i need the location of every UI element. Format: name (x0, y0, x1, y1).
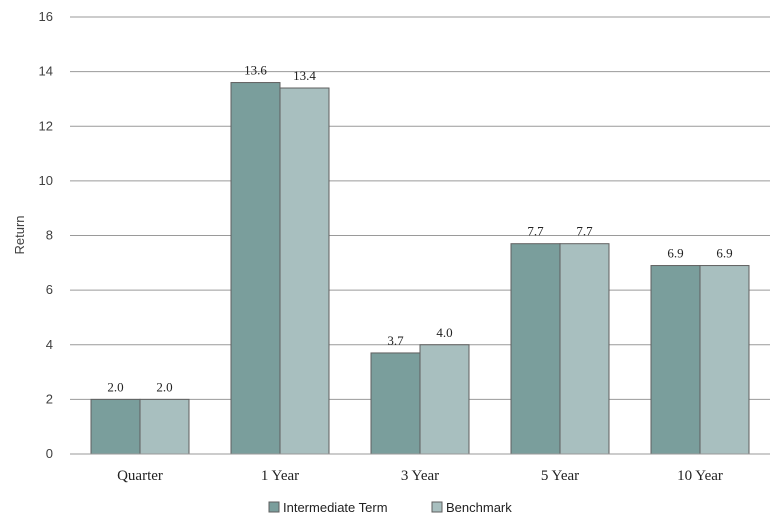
bar-intermediate-term (370, 352, 421, 455)
legend: Intermediate Term Benchmark (268, 500, 512, 515)
gridlines (70, 16, 770, 400)
bar-intermediate-term (510, 243, 561, 455)
y-tick-label: 4 (46, 337, 53, 352)
x-category-label: 3 Year (401, 468, 439, 484)
legend-swatch-intermediate-term (268, 501, 280, 513)
legend-label: Intermediate Term (283, 500, 388, 515)
y-tick-label: 10 (39, 173, 53, 188)
bar-benchmark (699, 265, 750, 455)
data-label: 13.4 (293, 68, 316, 83)
data-label: 3.7 (387, 333, 404, 348)
data-label: 4.0 (436, 325, 452, 340)
data-labels: 2.0 2.0 13.6 13.4 3.7 4.0 7.7 7.7 6.9 6.9 (107, 63, 732, 395)
data-label: 13.6 (244, 63, 267, 78)
bar-intermediate-term (230, 82, 281, 455)
y-tick-label: 14 (39, 64, 53, 79)
x-category-label: 5 Year (541, 468, 579, 484)
x-axis-category-labels: Quarter 1 Year 3 Year 5 Year 10 Year (117, 468, 723, 484)
data-label: 7.7 (527, 224, 544, 239)
x-category-label: Quarter (117, 468, 163, 484)
bar-benchmark (279, 87, 330, 455)
bar-benchmark (139, 398, 190, 455)
legend-label: Benchmark (446, 500, 512, 515)
data-label: 2.0 (156, 379, 172, 394)
x-category-label: 1 Year (261, 468, 299, 484)
bars (90, 82, 750, 455)
data-label: 2.0 (107, 379, 123, 394)
data-label: 7.7 (576, 224, 593, 239)
y-tick-label: 6 (46, 282, 53, 297)
y-tick-label: 12 (39, 118, 53, 133)
bar-intermediate-term (650, 265, 701, 455)
bar-benchmark (419, 344, 470, 455)
data-label: 6.9 (667, 246, 683, 261)
y-tick-label: 8 (46, 228, 53, 243)
y-axis-tick-labels: 0 2 4 6 8 10 12 14 16 (39, 9, 53, 461)
y-axis-title: Return (12, 215, 27, 254)
y-tick-label: 0 (46, 446, 53, 461)
bar-benchmark (559, 243, 610, 455)
y-tick-label: 2 (46, 391, 53, 406)
bar-intermediate-term (90, 398, 141, 455)
legend-swatch-benchmark (431, 501, 443, 513)
y-tick-label: 16 (39, 9, 53, 24)
data-label: 6.9 (716, 246, 732, 261)
x-category-label: 10 Year (677, 468, 723, 484)
